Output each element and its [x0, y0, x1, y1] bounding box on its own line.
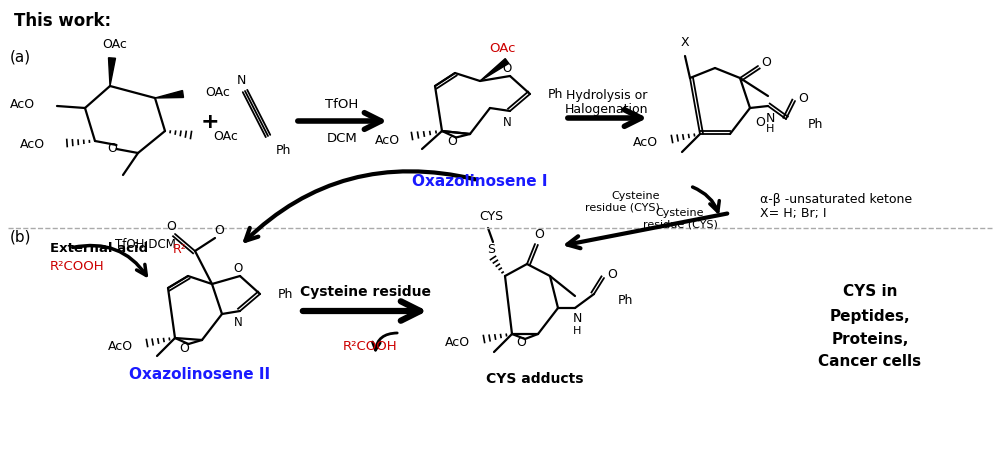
Text: AcO: AcO [108, 340, 133, 353]
Text: Cancer cells: Cancer cells [818, 354, 922, 369]
Text: N: N [503, 115, 511, 128]
Text: CYS: CYS [479, 210, 503, 223]
Text: Ph: Ph [278, 288, 293, 301]
Text: Oxazolinosene II: Oxazolinosene II [129, 367, 271, 382]
Text: Proteins,: Proteins, [831, 331, 909, 346]
Text: O: O [108, 141, 117, 154]
Text: N: N [234, 315, 242, 328]
Text: Cysteine residue: Cysteine residue [300, 284, 430, 298]
Text: O: O [534, 228, 544, 241]
Polygon shape [155, 91, 183, 99]
Text: TfOH: TfOH [325, 98, 359, 111]
Text: N: N [572, 312, 582, 325]
Text: O: O [447, 135, 457, 148]
Text: AcO: AcO [633, 136, 658, 149]
Polygon shape [109, 59, 115, 87]
Text: O: O [233, 262, 243, 275]
Text: +: + [201, 112, 219, 132]
Text: OAc: OAc [489, 42, 515, 55]
Text: CYS in: CYS in [843, 284, 897, 299]
Text: (b): (b) [10, 229, 32, 244]
Text: AcO: AcO [10, 98, 35, 111]
Text: Oxazolinosene I: Oxazolinosene I [412, 174, 548, 189]
Text: (a): (a) [10, 50, 31, 64]
Text: This work:: This work: [14, 12, 111, 30]
Text: AcO: AcO [375, 133, 400, 146]
Text: R²COOH: R²COOH [343, 340, 397, 353]
Text: R²: R² [173, 243, 187, 256]
Text: O: O [761, 56, 771, 69]
Text: OAc: OAc [213, 130, 238, 143]
Text: O: O [166, 220, 176, 233]
Text: Cysteine
residue (CYS): Cysteine residue (CYS) [643, 208, 717, 229]
Text: CYS adducts: CYS adducts [486, 371, 584, 385]
Text: O: O [755, 115, 765, 128]
Text: O: O [502, 62, 512, 75]
Text: TfOH;DCM: TfOH;DCM [115, 238, 176, 251]
Text: O: O [607, 268, 617, 281]
Text: Peptides,: Peptides, [830, 309, 910, 324]
Text: DCM: DCM [327, 132, 357, 145]
Text: Ph: Ph [808, 118, 823, 131]
Text: H: H [573, 325, 581, 335]
Text: External acid: External acid [50, 242, 148, 255]
Text: X: X [681, 37, 689, 50]
Text: Cysteine
residue (CYS): Cysteine residue (CYS) [585, 191, 660, 212]
Text: O: O [180, 341, 189, 354]
Text: R²COOH: R²COOH [50, 260, 105, 273]
Text: α-β -unsaturated ketone: α-β -unsaturated ketone [760, 192, 912, 205]
Text: AcO: AcO [20, 137, 45, 150]
Text: OAc: OAc [103, 39, 127, 51]
Text: Ph: Ph [618, 293, 633, 306]
Text: S: S [487, 243, 495, 256]
Text: Hydrolysis or: Hydrolysis or [566, 89, 648, 101]
Text: N: N [236, 73, 246, 86]
Text: Ph: Ph [276, 144, 291, 157]
Text: H: H [766, 124, 774, 134]
Text: OAc: OAc [205, 86, 230, 99]
Polygon shape [480, 60, 509, 82]
Text: X= H; Br; I: X= H; Br; I [760, 207, 826, 220]
Text: Ph: Ph [548, 89, 563, 101]
Text: Halogenation: Halogenation [565, 102, 649, 115]
Text: O: O [798, 91, 808, 104]
Text: N: N [765, 112, 775, 125]
Text: O: O [516, 336, 526, 349]
Text: AcO: AcO [445, 336, 470, 349]
Text: O: O [214, 224, 224, 237]
